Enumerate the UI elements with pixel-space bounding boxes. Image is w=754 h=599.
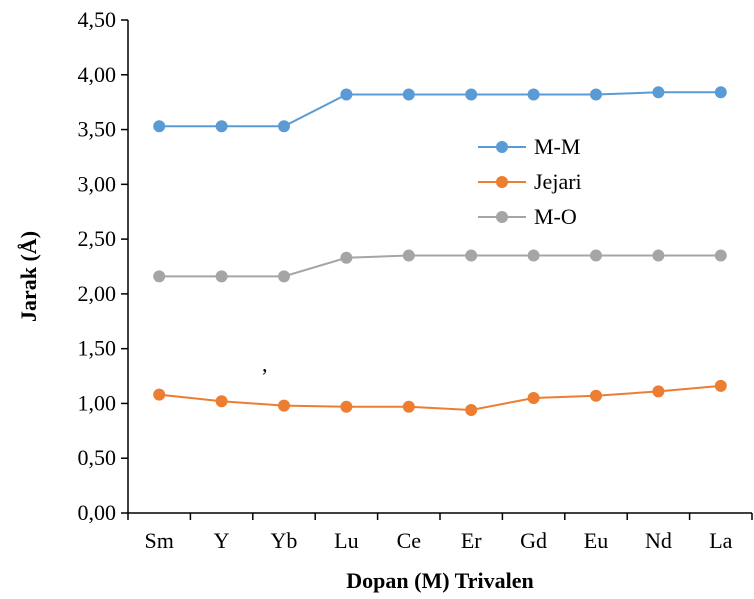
- data-point-m-m: [153, 120, 166, 133]
- y-tick-label: 0,00: [78, 500, 117, 525]
- x-tick-label: Ce: [397, 528, 421, 553]
- x-tick-label: Eu: [584, 528, 608, 553]
- x-tick-label: Lu: [334, 528, 358, 553]
- stray-comma-annotation: ,: [262, 352, 268, 377]
- series-layer: [153, 86, 727, 417]
- y-tick-label: 4,50: [78, 7, 117, 32]
- data-point-jejari: [215, 395, 228, 408]
- x-tick-label: Er: [461, 528, 482, 553]
- data-point-m-o: [153, 270, 166, 283]
- data-point-m-o: [714, 249, 727, 262]
- data-point-jejari: [714, 379, 727, 392]
- data-point-jejari: [590, 389, 602, 402]
- series-m-m: [153, 86, 727, 133]
- y-tick-label: 1,00: [78, 390, 117, 415]
- y-tick-label: 0,50: [78, 445, 117, 470]
- y-axis-title: Jarak (Å): [16, 231, 41, 322]
- x-tick-label: Gd: [520, 528, 547, 553]
- legend-swatch-marker: [496, 211, 508, 223]
- data-point-m-m: [714, 86, 727, 99]
- legend-label: M-O: [534, 204, 577, 229]
- data-point-m-o: [590, 249, 602, 262]
- legend-label: Jejari: [534, 169, 582, 194]
- legend: M-M Jejari M-O: [478, 134, 582, 229]
- data-point-m-o: [340, 251, 353, 264]
- x-tick-label: Sm: [145, 528, 174, 553]
- data-point-m-m: [278, 120, 290, 133]
- x-axis-ticks: Sm Y Yb Lu Ce Er Gd Eu Nd La: [127, 513, 753, 553]
- legend-item-m-m: M-M: [478, 134, 580, 159]
- data-point-m-o: [215, 270, 228, 283]
- data-point-m-m: [215, 120, 228, 133]
- legend-item-jejari: Jejari: [478, 169, 582, 194]
- data-point-m-m: [590, 88, 602, 101]
- x-tick-label: La: [709, 528, 732, 553]
- series-line-jejari: [159, 384, 721, 412]
- data-point-m-m: [465, 88, 478, 101]
- data-point-jejari: [153, 388, 166, 401]
- data-point-m-m: [340, 88, 353, 101]
- data-point-m-o: [465, 249, 478, 262]
- y-tick-label: 3,50: [78, 117, 117, 142]
- y-tick-label: 1,50: [78, 336, 117, 361]
- data-point-jejari: [527, 391, 540, 404]
- data-point-m-m: [652, 86, 665, 99]
- data-point-m-o: [652, 249, 665, 262]
- data-point-m-m: [402, 88, 415, 101]
- series-line-m-m: [159, 91, 721, 128]
- legend-label: M-M: [534, 134, 580, 159]
- data-point-m-o: [278, 270, 290, 283]
- x-tick-label: Yb: [271, 528, 298, 553]
- series-line-m-o: [159, 254, 721, 278]
- y-tick-label: 2,50: [78, 226, 117, 251]
- data-point-jejari: [652, 385, 665, 398]
- data-point-jejari: [402, 400, 415, 413]
- data-point-m-m: [527, 88, 540, 101]
- series-jejari: [153, 379, 727, 417]
- legend-swatch-marker: [496, 141, 508, 153]
- y-tick-label: 4,00: [78, 62, 117, 87]
- data-point-m-o: [402, 249, 415, 262]
- y-tick-label: 2,00: [78, 281, 117, 306]
- series-m-o: [153, 249, 727, 283]
- data-point-m-o: [527, 249, 540, 262]
- x-tick-label: Y: [214, 528, 230, 553]
- x-axis-title: Dopan (M) Trivalen: [346, 568, 533, 593]
- y-tick-label: 3,00: [78, 171, 117, 196]
- data-point-jejari: [340, 400, 353, 413]
- x-tick-label: Nd: [645, 528, 672, 553]
- data-point-jejari: [465, 404, 478, 417]
- data-point-jejari: [278, 399, 290, 412]
- legend-swatch-marker: [496, 176, 508, 188]
- y-axis-ticks: 0,00 0,50 1,00 1,50 2,00 2,50 3,00 3,50 4,00 4,50: [78, 7, 128, 525]
- legend-item-m-o: M-O: [478, 204, 577, 229]
